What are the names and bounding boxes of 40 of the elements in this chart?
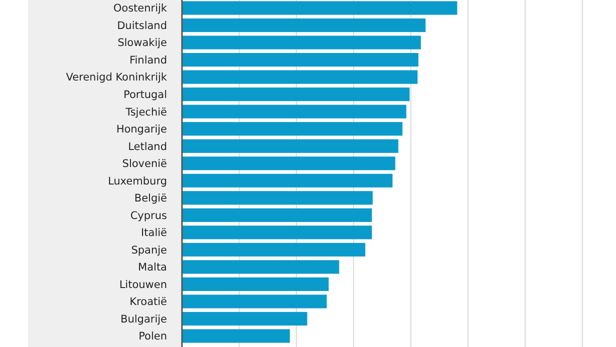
y-tick-label: Slovenië	[122, 158, 167, 170]
bar	[182, 36, 421, 50]
bar	[182, 329, 290, 343]
y-tick-label: Italië	[141, 227, 167, 240]
bar	[182, 70, 418, 84]
y-tick-label: Bulgarije	[120, 313, 167, 326]
y-tick-label: Verenigd Koninkrijk	[66, 72, 168, 84]
bar	[182, 174, 393, 188]
y-tick-label: Slowakije	[118, 37, 167, 50]
bar	[182, 226, 372, 240]
bar	[182, 88, 410, 102]
bar	[182, 208, 372, 222]
y-tick-label: België	[134, 192, 167, 205]
y-tick-label: Tsjechië	[124, 106, 167, 118]
y-tick-label: Hongarije	[116, 124, 167, 136]
bar	[182, 260, 340, 274]
bar	[182, 1, 458, 15]
y-tick-label: Letland	[128, 140, 167, 153]
y-tick-label: Cyprus	[130, 210, 167, 222]
bar	[182, 18, 426, 32]
bar	[182, 52, 418, 67]
bar	[182, 277, 329, 292]
y-tick-label: Oostenrijk	[113, 2, 168, 15]
bar	[182, 294, 327, 308]
y-tick-label: Polen	[138, 330, 167, 343]
bar	[182, 104, 406, 118]
y-tick-label: Finland	[129, 54, 167, 66]
bar	[182, 312, 308, 326]
y-tick-label: Portugal	[124, 88, 167, 101]
y-tick-label: Duitsland	[117, 20, 167, 32]
bar	[182, 122, 402, 136]
bar	[182, 191, 373, 205]
bar	[182, 139, 398, 153]
y-tick-label: Spanje	[131, 244, 167, 256]
bar	[182, 242, 366, 256]
y-tick-label: Litouwen	[119, 278, 167, 291]
y-tick-label: Kroatië	[130, 296, 167, 308]
y-tick-label: Malta	[138, 262, 167, 274]
y-tick-label: Luxemburg	[108, 175, 167, 188]
bar	[182, 156, 396, 170]
